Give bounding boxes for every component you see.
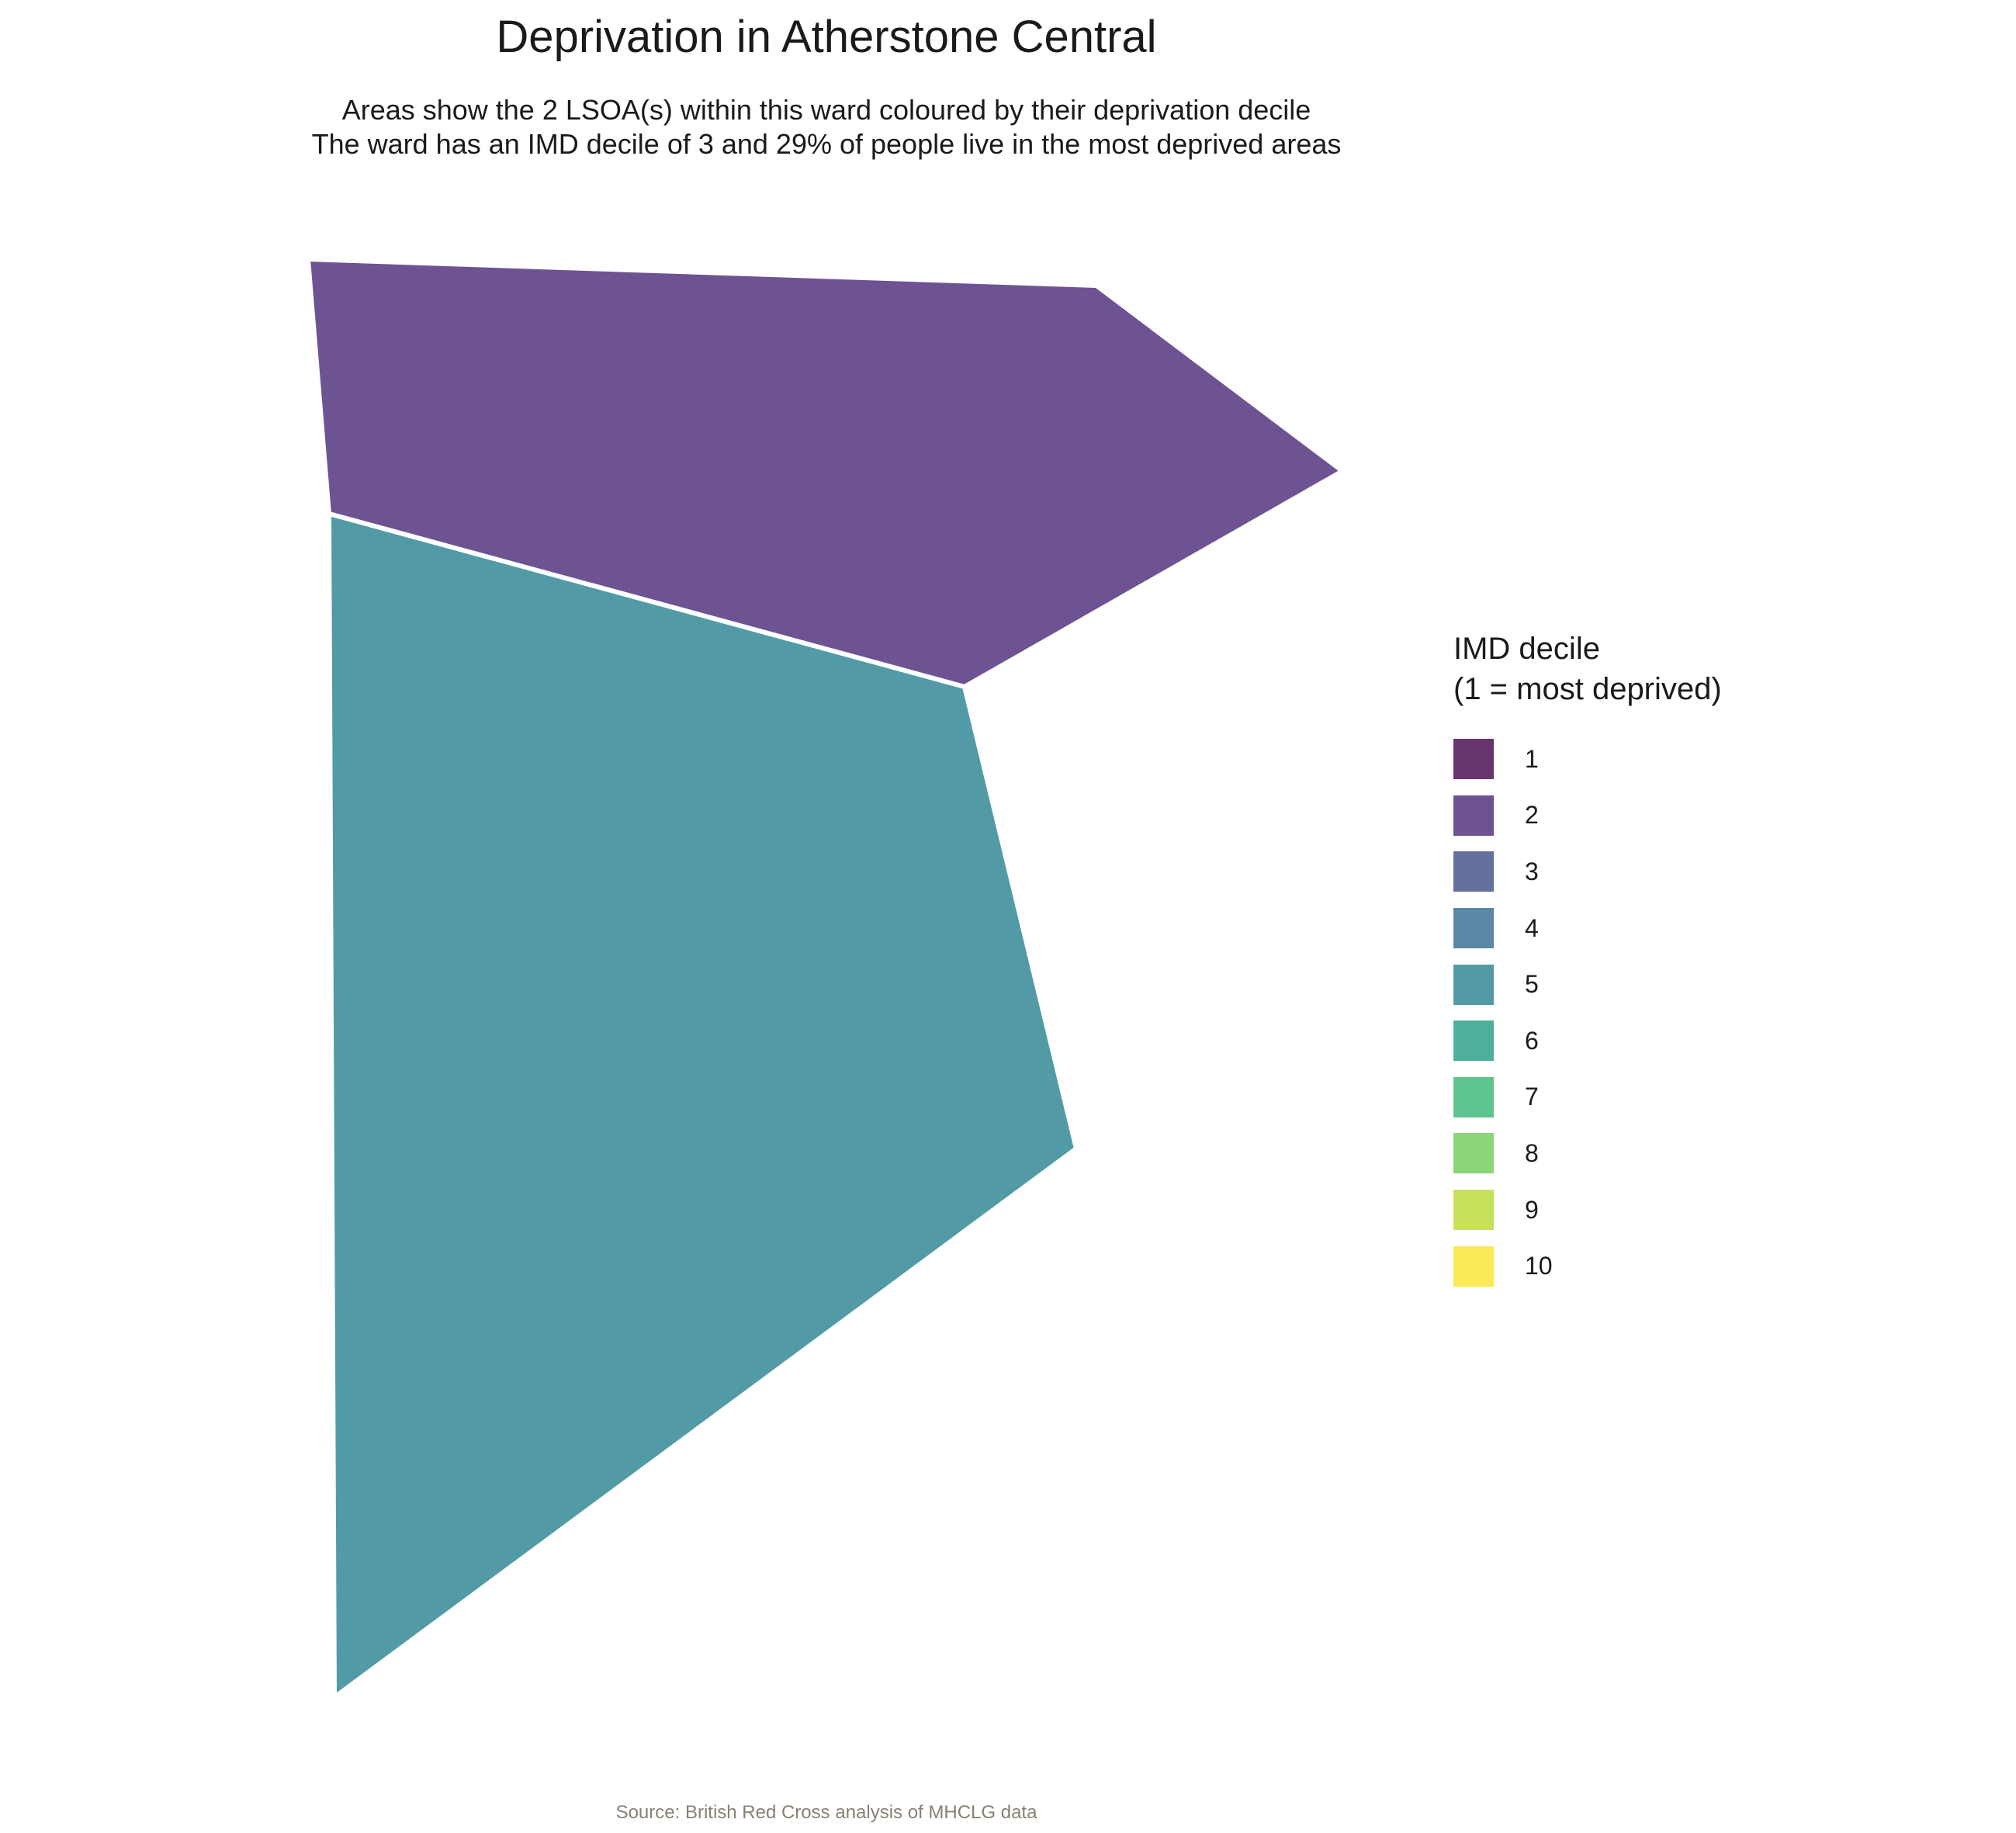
legend-swatch	[1453, 908, 1494, 949]
legend-label: 9	[1525, 1195, 1539, 1224]
legend-item-1: 1	[1453, 731, 1779, 788]
legend-item-3: 3	[1453, 844, 1779, 900]
legend-item-5: 5	[1453, 956, 1779, 1013]
legend-swatch	[1453, 964, 1494, 1005]
legend-swatch	[1453, 739, 1494, 780]
source-caption: Source: British Red Cross analysis of MH…	[615, 1802, 1037, 1823]
legend-label: 7	[1525, 1083, 1539, 1111]
legend-item-8: 8	[1453, 1125, 1779, 1182]
legend-swatch	[1453, 1133, 1494, 1174]
chart-subtitle: Areas show the 2 LSOA(s) within this war…	[0, 93, 1653, 161]
legend-label: 1	[1525, 744, 1539, 773]
legend-label: 3	[1525, 857, 1539, 885]
lsoa-area-north	[306, 257, 1345, 689]
legend-swatch	[1453, 1076, 1494, 1117]
legend-label: 4	[1525, 913, 1539, 942]
legend-swatch	[1453, 1246, 1494, 1287]
legend-label: 6	[1525, 1026, 1539, 1055]
lsoa-area-south	[327, 511, 1079, 1700]
legend-swatch	[1453, 795, 1494, 836]
legend: IMD decile (1 = most deprived) 1 2 3 4 5 6 7 8 9…	[1453, 629, 1779, 1294]
legend-label: 10	[1525, 1252, 1553, 1280]
legend-item-2: 2	[1453, 788, 1779, 844]
legend-label: 5	[1525, 970, 1539, 999]
legend-label: 2	[1525, 801, 1539, 830]
subtitle-line-2: The ward has an IMD decile of 3 and 29% …	[311, 128, 1342, 160]
legend-item-9: 9	[1453, 1182, 1779, 1239]
subtitle-line-1: Areas show the 2 LSOA(s) within this war…	[341, 94, 1311, 126]
legend-label: 8	[1525, 1138, 1539, 1167]
legend-title-line-2: (1 = most deprived)	[1453, 672, 1722, 706]
legend-item-7: 7	[1453, 1069, 1779, 1126]
legend-title-line-1: IMD decile	[1453, 632, 1600, 666]
legend-item-4: 4	[1453, 900, 1779, 957]
legend-item-10: 10	[1453, 1238, 1779, 1294]
legend-swatch	[1453, 1190, 1494, 1231]
legend-item-6: 6	[1453, 1013, 1779, 1069]
chart-title: Deprivation in Atherstone Central	[496, 12, 1157, 62]
legend-items: 1 2 3 4 5 6 7 8 9 10	[1453, 731, 1779, 1294]
legend-swatch	[1453, 851, 1494, 892]
legend-title: IMD decile (1 = most deprived)	[1453, 629, 1779, 709]
legend-swatch	[1453, 1020, 1494, 1062]
